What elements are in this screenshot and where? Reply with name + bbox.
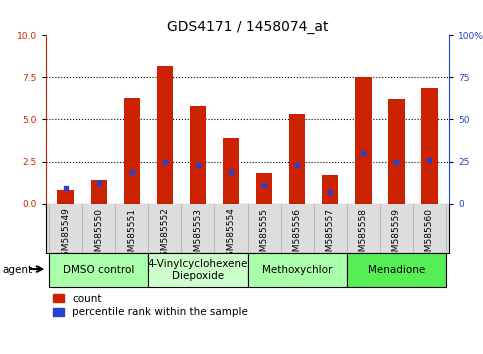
Bar	[421, 87, 438, 204]
Text: GSM585558: GSM585558	[359, 207, 368, 263]
Text: GSM585560: GSM585560	[425, 207, 434, 263]
Bar	[190, 106, 206, 204]
Text: GSM585549: GSM585549	[61, 207, 70, 262]
Text: GSM585552: GSM585552	[160, 207, 170, 262]
Bar	[124, 98, 140, 204]
Bar	[256, 173, 272, 204]
Bar	[355, 78, 371, 204]
Text: Menadione: Menadione	[368, 265, 425, 275]
Text: GSM585555: GSM585555	[259, 207, 269, 263]
Bar	[248, 253, 347, 287]
Bar	[49, 253, 148, 287]
Text: GSM585554: GSM585554	[227, 207, 236, 262]
Bar	[223, 138, 239, 204]
Text: Methoxychlor: Methoxychlor	[262, 265, 332, 275]
Bar	[289, 114, 305, 204]
Text: DMSO control: DMSO control	[63, 265, 134, 275]
Legend: count, percentile rank within the sample: count, percentile rank within the sample	[51, 292, 250, 319]
Text: 4-Vinylcyclohexene
Diepoxide: 4-Vinylcyclohexene Diepoxide	[148, 259, 248, 281]
Bar	[388, 99, 405, 204]
Text: GSM585559: GSM585559	[392, 207, 401, 263]
Text: agent: agent	[2, 265, 32, 275]
Text: GSM585551: GSM585551	[128, 207, 136, 263]
Bar	[156, 66, 173, 204]
Text: GSM585556: GSM585556	[293, 207, 301, 263]
Bar	[148, 253, 248, 287]
Text: GSM585557: GSM585557	[326, 207, 335, 263]
Text: GSM585550: GSM585550	[94, 207, 103, 263]
Bar	[57, 190, 74, 204]
Bar	[347, 253, 446, 287]
Bar	[90, 180, 107, 204]
Title: GDS4171 / 1458074_at: GDS4171 / 1458074_at	[167, 21, 328, 34]
Text: GSM585553: GSM585553	[194, 207, 202, 263]
Bar	[322, 175, 339, 204]
